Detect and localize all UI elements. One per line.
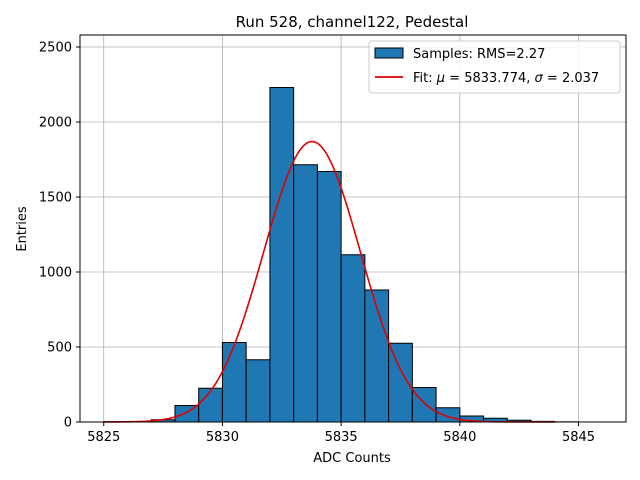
histogram-bar: [269, 87, 295, 423]
histogram-bar: [221, 342, 247, 423]
histogram-bar: [411, 387, 437, 423]
y-axis-label: Entries: [15, 206, 30, 252]
histogram-bar: [316, 171, 342, 423]
legend-swatch-samples: [374, 47, 404, 59]
y-tick-label: 500: [47, 341, 72, 356]
x-tick-label: 5830: [206, 430, 239, 445]
legend-sep: ,: [526, 71, 534, 86]
histogram-bar: [340, 254, 366, 423]
histogram-bar: [293, 164, 318, 423]
x-tick-label: 5835: [325, 430, 358, 445]
y-tick-label: 0: [64, 416, 72, 431]
axes-frame: [79, 34, 627, 423]
x-axis-label: ADC Counts: [313, 451, 391, 466]
histogram-bar: [198, 387, 223, 423]
y-tick-label: 1500: [39, 191, 72, 206]
legend-label-samples: Samples: RMS=2.27: [413, 47, 545, 62]
legend-fit-prefix: Fit:: [413, 71, 437, 86]
legend-mu-symbol: μ: [436, 71, 445, 86]
histogram-bar: [174, 405, 200, 423]
legend-mu-eq: =: [445, 71, 464, 86]
chart-title: Run 528, channel122, Pedestal: [236, 13, 469, 31]
y-tick-label: 2000: [39, 116, 72, 131]
legend: Samples: RMS=2.27 Fit: μ = 5833.774, σ =…: [368, 40, 621, 94]
y-tick-label: 2500: [39, 41, 72, 56]
legend-sigma-symbol: σ: [535, 71, 544, 86]
x-tick-label: 5825: [87, 430, 120, 445]
legend-sigma-eq: =: [543, 71, 562, 86]
y-tick-label: 1000: [39, 266, 72, 281]
histogram-bar: [435, 407, 461, 423]
legend-sigma-value: 2.037: [562, 71, 599, 86]
legend-box: [368, 40, 621, 94]
fit-curve: [103, 140, 555, 423]
histogram-bars: [103, 87, 580, 423]
x-tick-label: 5840: [443, 430, 476, 445]
x-tick-label: 5845: [562, 430, 595, 445]
legend-label-fit: Fit: μ = 5833.774, σ = 2.037: [413, 71, 599, 86]
histogram-bar: [245, 359, 271, 423]
axis-ticks: 5825 5830 5835 5840 5845 0 500 1000 1500 2000 2500: [39, 41, 595, 446]
legend-mu-value: 5833.774: [464, 71, 526, 86]
